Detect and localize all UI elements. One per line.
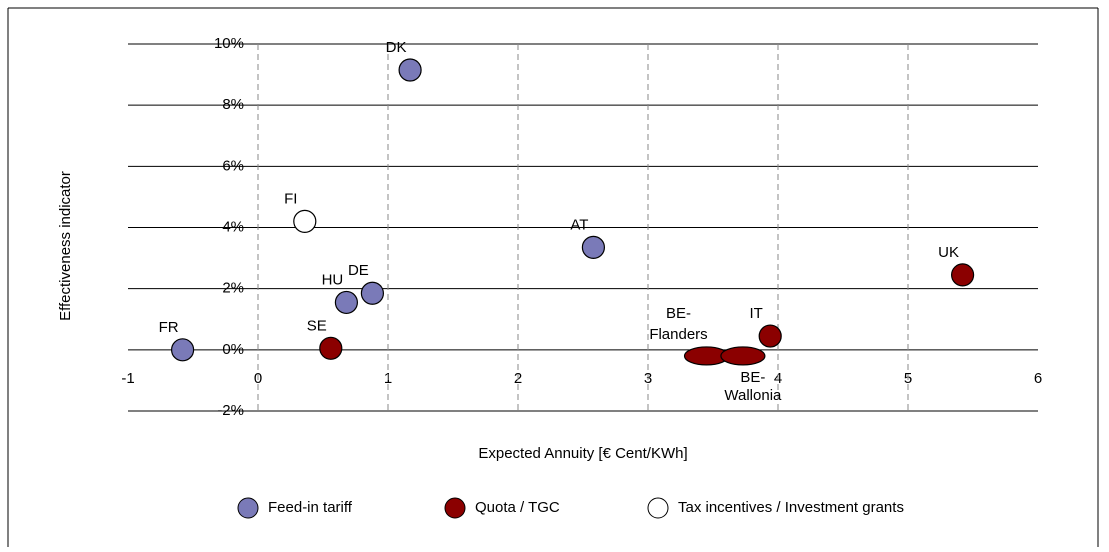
point [758,324,782,348]
point-label: DK [386,39,407,56]
point [171,338,195,362]
point-label: HU [322,271,344,288]
y-tick-label: 6% [222,157,244,174]
point [581,235,606,259]
point-label: Wallonia [724,387,782,404]
y-tick-label: -2% [217,402,244,419]
point [950,263,975,287]
x-tick-label: -1 [121,370,134,387]
x-tick-label: 6 [1034,370,1042,387]
y-tick-label: 4% [222,218,244,235]
point-label: SE [307,317,327,334]
y-tick-label: 0% [222,341,244,358]
point [334,290,358,315]
point-label: Flanders [649,326,707,343]
point-label: BE- [666,305,691,322]
point-label: FI [284,190,297,207]
point [293,209,317,233]
y-tick-label: 10% [214,35,244,52]
y-axis-label: Effectiveness indicator [57,171,74,321]
point-label: AT [570,216,588,233]
point-label: DE [348,262,369,279]
point-label: IT [750,305,763,322]
point [398,58,422,82]
point-label: BE- [740,369,765,386]
legend-marker [237,497,259,519]
y-tick-label: 2% [222,280,244,297]
legend-label: Tax incentives / Investment grants [678,499,904,516]
point-label: FR [159,319,179,336]
legend-marker [647,497,669,519]
point [319,336,343,360]
legend-marker [444,497,466,519]
legend-label: Quota / TGC [475,499,560,516]
x-axis-label: Expected Annuity [€ Cent/KWh] [478,445,687,462]
point [720,346,766,366]
point [360,281,384,305]
point-label: UK [938,244,959,261]
legend-label: Feed-in tariff [268,499,353,516]
y-tick-label: 8% [222,96,244,113]
